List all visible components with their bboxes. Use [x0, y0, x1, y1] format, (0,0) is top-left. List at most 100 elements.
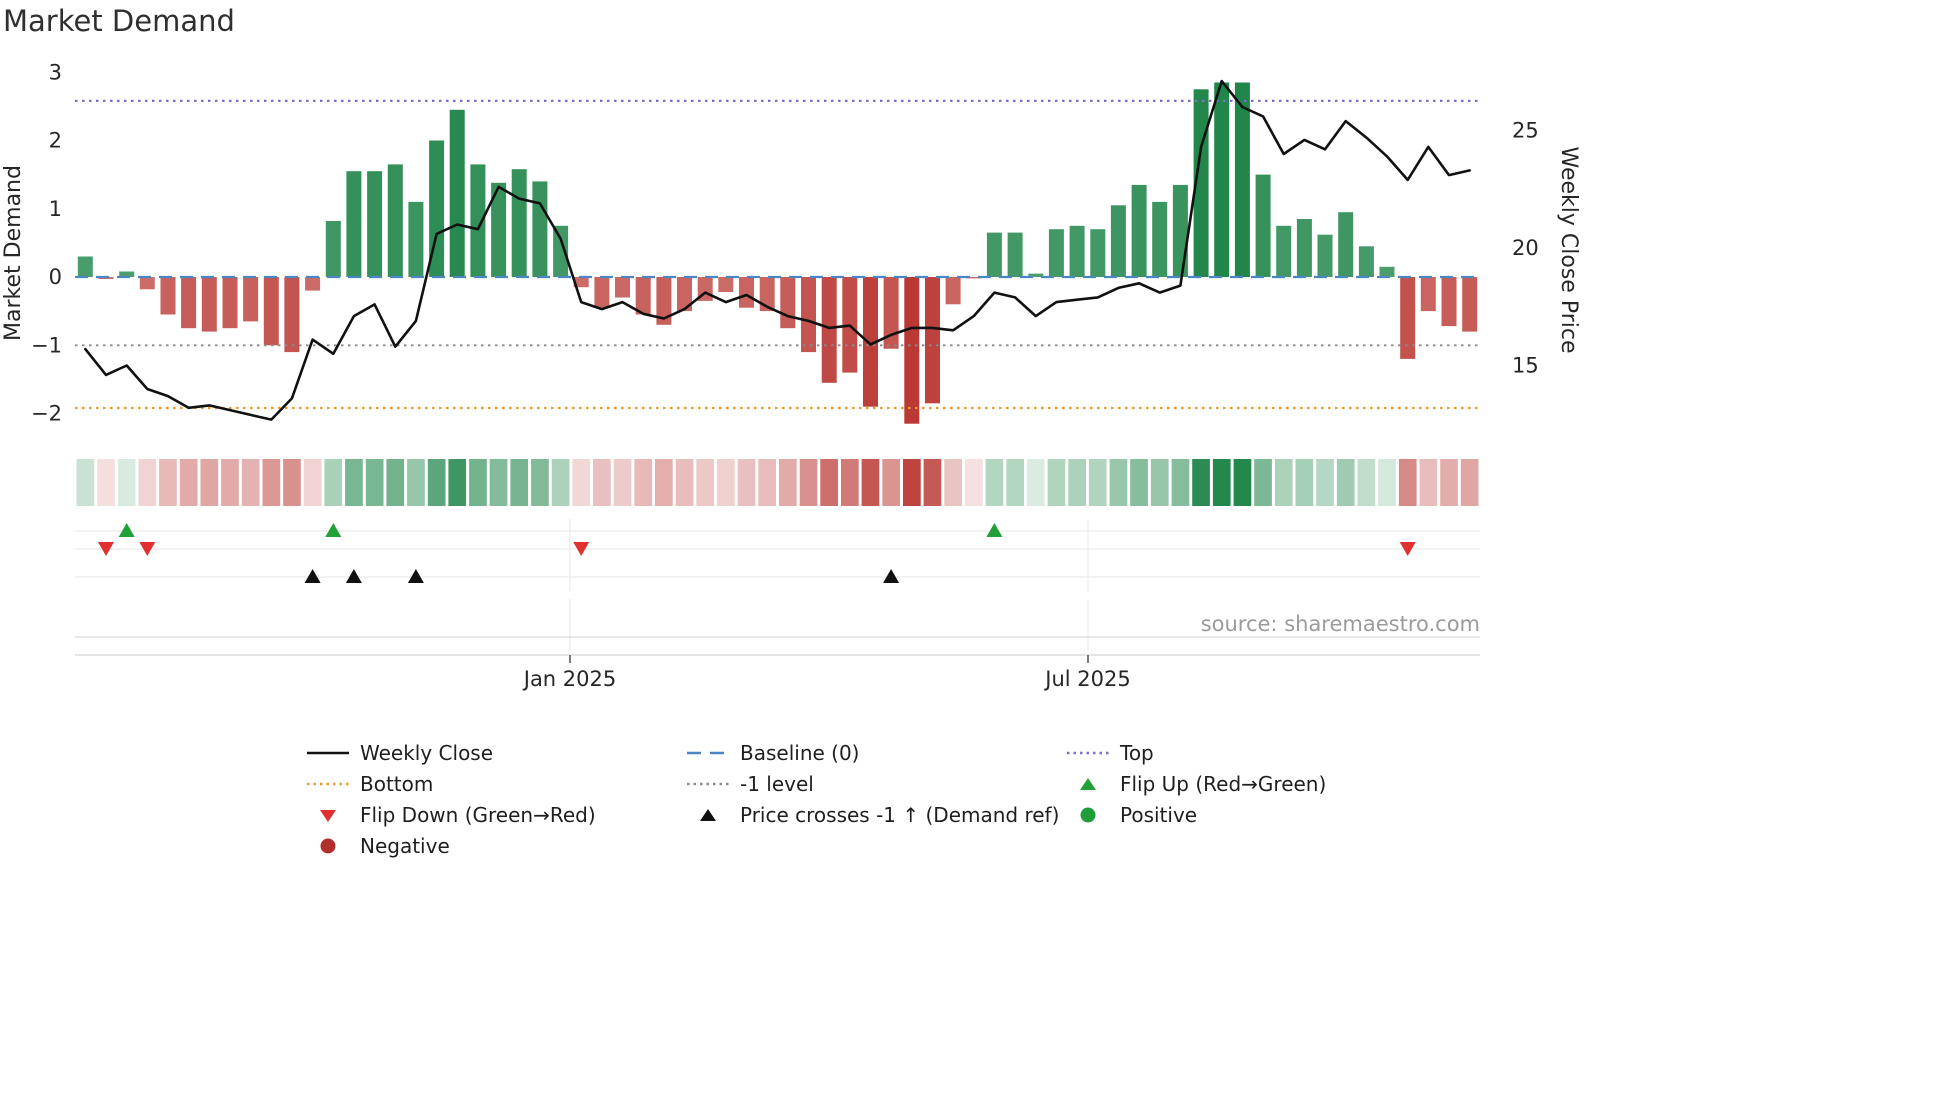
legend-item-bottom: Bottom: [305, 768, 685, 799]
heatmap-cell: [1398, 459, 1417, 506]
legend-item-weekly-close: Weekly Close: [305, 737, 685, 768]
heatmap-cell: [1378, 459, 1396, 506]
demand-bar: [863, 277, 878, 407]
heatmap-cell: [510, 459, 529, 506]
chart-legend: Weekly Close Bottom Flip Down (Green→Red) N…: [305, 737, 1445, 861]
demand-heatmap: [76, 459, 1479, 506]
demand-bar: [325, 221, 341, 277]
demand-bar: [387, 164, 403, 277]
flip-up-marker: [325, 523, 342, 537]
heatmap-cell: [717, 459, 735, 506]
price-cross-marker: [883, 569, 900, 583]
baseline-legend-glyph: [687, 751, 729, 754]
demand-bar: [1441, 277, 1457, 327]
heatmap-cell: [1254, 459, 1272, 506]
demand-bar: [677, 277, 692, 312]
left-axis-tick-label: 2: [49, 129, 62, 153]
legend-column: Top Flip Up (Red→Green) Positive: [1065, 737, 1445, 861]
legend-label-price-cross: Price crosses -1 ↑ (Demand ref): [740, 802, 1060, 827]
flip-down-marker: [1399, 542, 1416, 556]
legend-label-negative: Negative: [360, 833, 450, 858]
flip-up-marker: [986, 523, 1003, 537]
x-tick-label: Jul 2025: [1043, 667, 1130, 691]
heatmap-cell: [944, 459, 962, 506]
flip-down-marker: [139, 542, 156, 556]
flip-up-marker: [118, 523, 135, 537]
heatmap-cell: [1150, 459, 1169, 506]
demand-bar: [160, 277, 176, 315]
heatmap-cell: [1068, 459, 1086, 506]
demand-bar: [945, 277, 961, 305]
legend-item-negative: Negative: [305, 830, 685, 861]
heatmap-cell: [365, 459, 384, 506]
heatmap-cell: [675, 459, 694, 506]
heatmap-cell: [1006, 459, 1024, 506]
right-axis-tick-label: 20: [1512, 236, 1539, 260]
legend-label-positive: Positive: [1120, 802, 1198, 827]
heatmap-cell: [221, 459, 239, 506]
heatmap-cell: [407, 459, 425, 506]
demand-bar: [532, 181, 548, 277]
heatmap-cell: [1274, 459, 1293, 506]
demand-bar: [1172, 184, 1188, 277]
heatmap-cell: [138, 459, 157, 506]
legend-item-flip-up: Flip Up (Red→Green): [1065, 768, 1445, 799]
left-axis-tick-label: 3: [49, 60, 62, 84]
demand-bar: [573, 277, 589, 288]
demand-bar: [1400, 277, 1416, 359]
heatmap-cell: [882, 459, 900, 506]
left-axis-tick-label: −2: [31, 402, 62, 426]
heatmap-cell: [76, 459, 95, 506]
top-legend-glyph: [1067, 751, 1109, 754]
left-axis-tick-label: 1: [49, 197, 62, 221]
heatmap-cell: [386, 459, 405, 506]
demand-bar: [883, 277, 899, 349]
negative-legend-glyph: [320, 838, 336, 853]
legend-item-flip-down: Flip Down (Green→Red): [305, 799, 685, 830]
heatmap-cell: [1440, 459, 1458, 506]
demand-bar: [1048, 229, 1064, 277]
demand-bars: [77, 82, 1478, 424]
chart-title: Market Demand: [3, 4, 235, 38]
demand-bar: [801, 277, 816, 353]
heatmap-cell: [799, 459, 818, 506]
legend-label-weekly-close: Weekly Close: [360, 740, 494, 765]
heatmap-cell: [593, 459, 611, 506]
x-tick-label: Jan 2025: [522, 667, 617, 691]
right-axis-label: Weekly Close Price: [1556, 147, 1581, 354]
heatmap-cell: [1130, 459, 1148, 506]
left-axis-tick-label: 0: [49, 265, 62, 289]
demand-bar: [966, 277, 982, 279]
negative-dot-icon: [320, 838, 336, 853]
heatmap-cell: [1336, 459, 1355, 506]
demand-bar: [222, 277, 238, 329]
demand-bar: [367, 171, 383, 277]
flip-down-marker: [573, 542, 590, 556]
demand-bar: [429, 140, 445, 277]
demand-bar: [408, 201, 424, 277]
demand-bar: [263, 277, 279, 346]
heatmap-cell: [1192, 459, 1210, 506]
heatmap-cell: [655, 459, 673, 506]
legend-label-flip-up: Flip Up (Red→Green): [1120, 771, 1327, 796]
heatmap-cell: [737, 459, 756, 506]
demand-bar: [1214, 82, 1230, 277]
heatmap-cell: [903, 459, 921, 506]
legend-item-minus1-level: -1 level: [685, 768, 1065, 799]
demand-bar: [139, 277, 155, 290]
heatmap-cell: [1109, 459, 1128, 506]
bottom-legend-glyph: [307, 782, 349, 785]
heatmap-cell: [1460, 459, 1479, 506]
legend-item-baseline: Baseline (0): [685, 737, 1065, 768]
demand-bar: [1028, 273, 1044, 277]
heatmap-cell: [1047, 459, 1066, 506]
legend-label-minus1-level: -1 level: [740, 771, 814, 796]
heatmap-cell: [820, 459, 838, 506]
positive-dot-icon: [1080, 807, 1096, 822]
demand-bar: [759, 277, 775, 312]
heatmap-cell: [117, 459, 136, 506]
heatmap-cell: [1171, 459, 1190, 506]
right-axis-tick-label: 15: [1512, 354, 1539, 378]
demand-bar: [511, 169, 527, 277]
